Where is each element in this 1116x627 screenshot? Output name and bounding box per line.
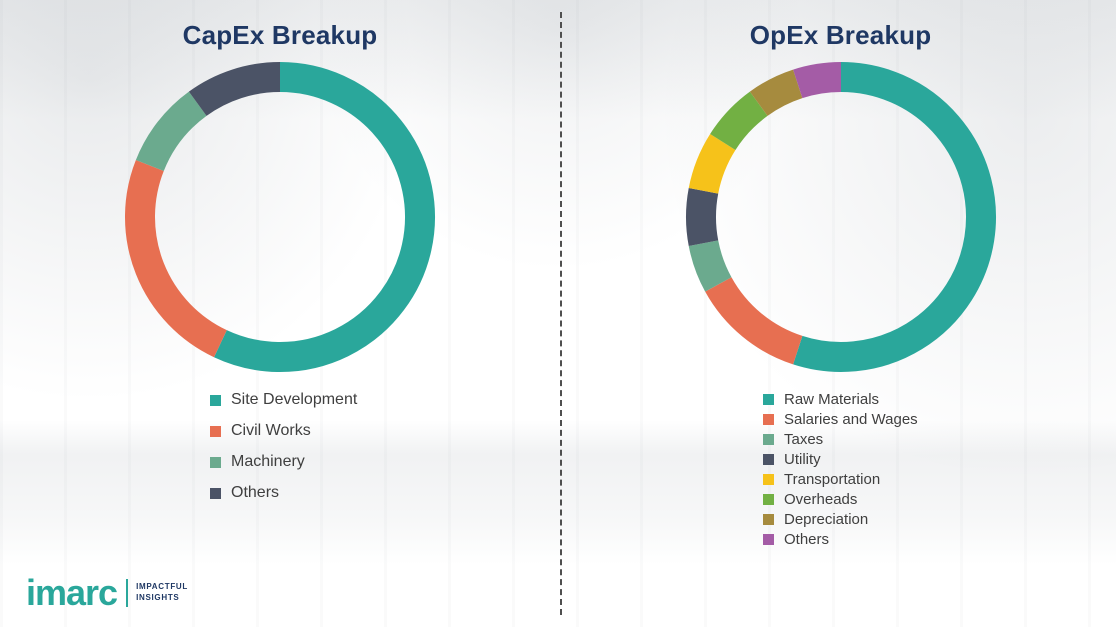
imarc-logo-divider [126, 579, 129, 607]
legend-item-machinery: Machinery [210, 453, 560, 471]
legend-label: Taxes [784, 431, 824, 448]
donut-segment-raw-materials [792, 62, 996, 372]
donut-segment-civil-works [125, 159, 228, 358]
legend-swatch-utility [763, 454, 774, 465]
opex-panel: OpEx Breakup Raw Materials Salaries and W… [565, 0, 1116, 627]
legend-item-raw-materials: Raw Materials [763, 391, 1116, 408]
legend-item-civil-works: Civil Works [210, 422, 560, 440]
imarc-wordmark: imarc [26, 572, 118, 613]
opex-donut-svg [685, 62, 996, 372]
legend-item-transportation: Transportation [763, 471, 1116, 488]
legend-item-others: Others [210, 484, 560, 502]
legend-swatch-taxes [763, 434, 774, 445]
opex-title: OpEx Breakup [749, 20, 932, 50]
legend-swatch-others [763, 534, 774, 545]
legend-swatch-site-development [210, 394, 221, 406]
capex-donut-svg [125, 62, 435, 372]
donut-segment-others [792, 62, 841, 99]
legend-swatch-depreciation [763, 514, 774, 525]
donut-segment-utility [685, 187, 718, 247]
donut-segment-salaries-and-wages [704, 276, 803, 365]
legend-item-utility: Utility [763, 451, 1116, 468]
imarc-logo: imarc IMPACTFUL INSIGHTS [26, 575, 188, 611]
donut-segment-machinery [135, 91, 207, 172]
imarc-tagline-line2: INSIGHTS [136, 593, 180, 602]
legend-label: Utility [784, 451, 821, 468]
donut-segment-depreciation [749, 69, 803, 117]
legend-item-taxes: Taxes [763, 431, 1116, 448]
legend-swatch-overheads [763, 494, 774, 505]
opex-donut-chart [565, 57, 1116, 377]
legend-label: Site Development [231, 391, 358, 408]
legend-item-others: Others [763, 531, 1116, 548]
legend-label: Others [784, 531, 830, 548]
donut-segment-taxes [688, 240, 732, 292]
donut-segment-transportation [688, 133, 736, 194]
imarc-tagline: IMPACTFUL INSIGHTS [136, 582, 188, 604]
legend-item-salaries-and-wages: Salaries and Wages [763, 411, 1116, 428]
legend-label: Depreciation [784, 511, 869, 528]
legend-swatch-salaries-and-wages [763, 414, 774, 425]
legend-label: Others [231, 484, 280, 501]
capex-legend: Site Development Civil Works Machinery Othe… [210, 391, 560, 502]
donut-segment-others [188, 62, 281, 117]
opex-legend: Raw Materials Salaries and Wages Taxes Util… [763, 391, 1116, 548]
legend-label: Overheads [784, 491, 858, 508]
legend-item-depreciation: Depreciation [763, 511, 1116, 528]
capex-donut-chart [0, 57, 560, 377]
legend-label: Transportation [784, 471, 881, 488]
donut-segment-site-development [214, 62, 435, 372]
legend-swatch-others [210, 487, 221, 499]
legend-swatch-transportation [763, 474, 774, 485]
legend-swatch-civil-works [210, 425, 221, 437]
legend-label: Machinery [231, 453, 305, 470]
legend-label: Civil Works [231, 422, 311, 439]
legend-item-site-development: Site Development [210, 391, 560, 409]
legend-swatch-raw-materials [763, 394, 774, 405]
legend-item-overheads: Overheads [763, 491, 1116, 508]
imarc-tagline-line1: IMPACTFUL [136, 582, 188, 592]
donut-segment-overheads [709, 91, 768, 151]
capex-title: CapEx Breakup [182, 20, 378, 50]
capex-panel: CapEx Breakup Site Development Civil Work… [0, 20, 560, 502]
legend-swatch-machinery [210, 456, 221, 468]
vertical-divider [560, 12, 562, 615]
legend-label: Raw Materials [784, 391, 880, 408]
legend-label: Salaries and Wages [784, 411, 918, 428]
